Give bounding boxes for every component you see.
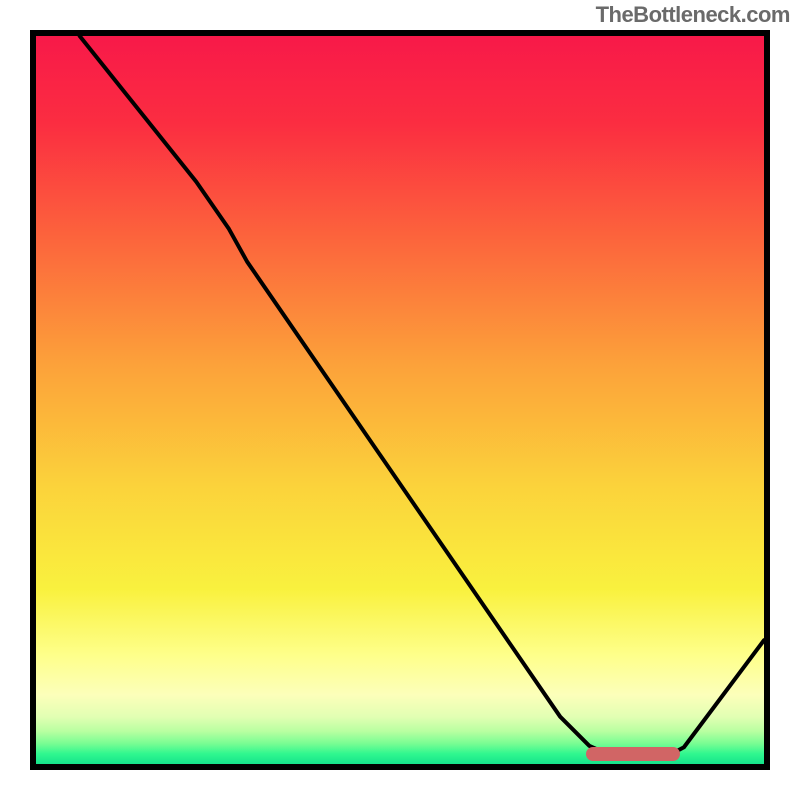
chart-frame [30,30,770,770]
optimal-range-marker [586,747,681,761]
gradient-background [36,36,764,764]
watermark-text: TheBottleneck.com [596,2,790,28]
